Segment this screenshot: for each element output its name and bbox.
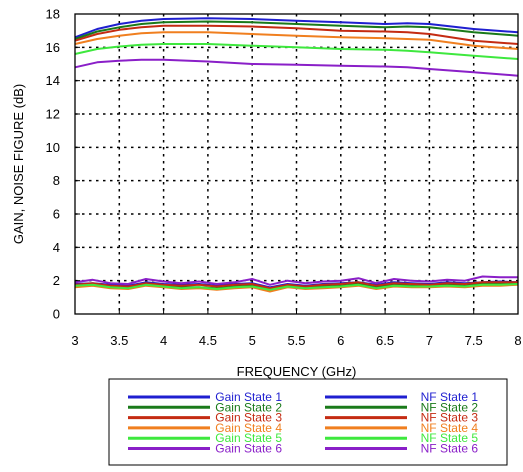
y-tick-label: 6 (53, 207, 60, 222)
legend-label: Gain State 1 (215, 390, 282, 404)
series-line-gain-state-3 (74, 24, 519, 45)
tick-labels: 3 3.5 4 4.5 5 5.5 6 6.5 7 7.5 8 0 2 4 6 8 10 12 14 16 18 (46, 7, 522, 349)
x-tick-label: 4 (160, 333, 167, 348)
series-lines (74, 17, 519, 293)
y-tick-label: 10 (46, 140, 60, 155)
y-tick-label: 0 (53, 307, 60, 322)
y-axis-label: GAIN, NOISE FIGURE (dB) (11, 84, 26, 244)
x-tick-label: 8 (514, 333, 521, 348)
legend-label: NF State 4 (421, 421, 479, 435)
legend-label: NF State 6 (421, 442, 479, 456)
legend-label: NF State 2 (421, 400, 479, 414)
x-tick-label: 5 (249, 333, 256, 348)
series-line-nf-state-3 (74, 281, 518, 290)
y-tick-label: 4 (53, 240, 60, 255)
x-tick-label: 3.5 (110, 333, 128, 348)
legend-label: Gain State 2 (215, 400, 282, 414)
x-tick-label: 3 (71, 333, 78, 348)
y-tick-label: 18 (46, 7, 60, 22)
x-tick-label: 7 (426, 333, 433, 348)
legend-label: Gain State 4 (215, 421, 282, 435)
x-axis-label: FREQUENCY (GHz) (237, 364, 357, 379)
x-tick-label: 6 (337, 333, 344, 348)
y-tick-label: 8 (53, 173, 60, 188)
legend-label: NF State 1 (421, 390, 479, 404)
y-tick-label: 16 (46, 40, 60, 55)
legend-box (108, 378, 508, 466)
y-tick-label: 12 (46, 107, 60, 122)
series-line-gain-state-4 (74, 31, 519, 50)
series-line-gain-state-2 (74, 20, 519, 40)
y-tick-label: 2 (53, 273, 60, 288)
y-tick-label: 14 (46, 73, 60, 88)
series-line-nf-state-5 (74, 283, 519, 291)
x-tick-label: 5.5 (287, 333, 305, 348)
x-tick-label: 4.5 (199, 333, 217, 348)
legend-label: NF State 3 (421, 411, 479, 425)
legend-label: NF State 5 (421, 431, 479, 445)
x-tick-label: 6.5 (376, 333, 394, 348)
series-line-nf-state-6 (74, 275, 518, 286)
series-line-gain-state-5 (74, 43, 519, 60)
legend-label: Gain State 3 (215, 411, 282, 425)
series-line-gain-state-1 (74, 17, 519, 39)
x-tick-label: 7.5 (465, 333, 483, 348)
legend-label: Gain State 5 (215, 431, 282, 445)
series-line-gain-state-6 (74, 58, 519, 77)
legend-label: Gain State 6 (215, 442, 282, 456)
